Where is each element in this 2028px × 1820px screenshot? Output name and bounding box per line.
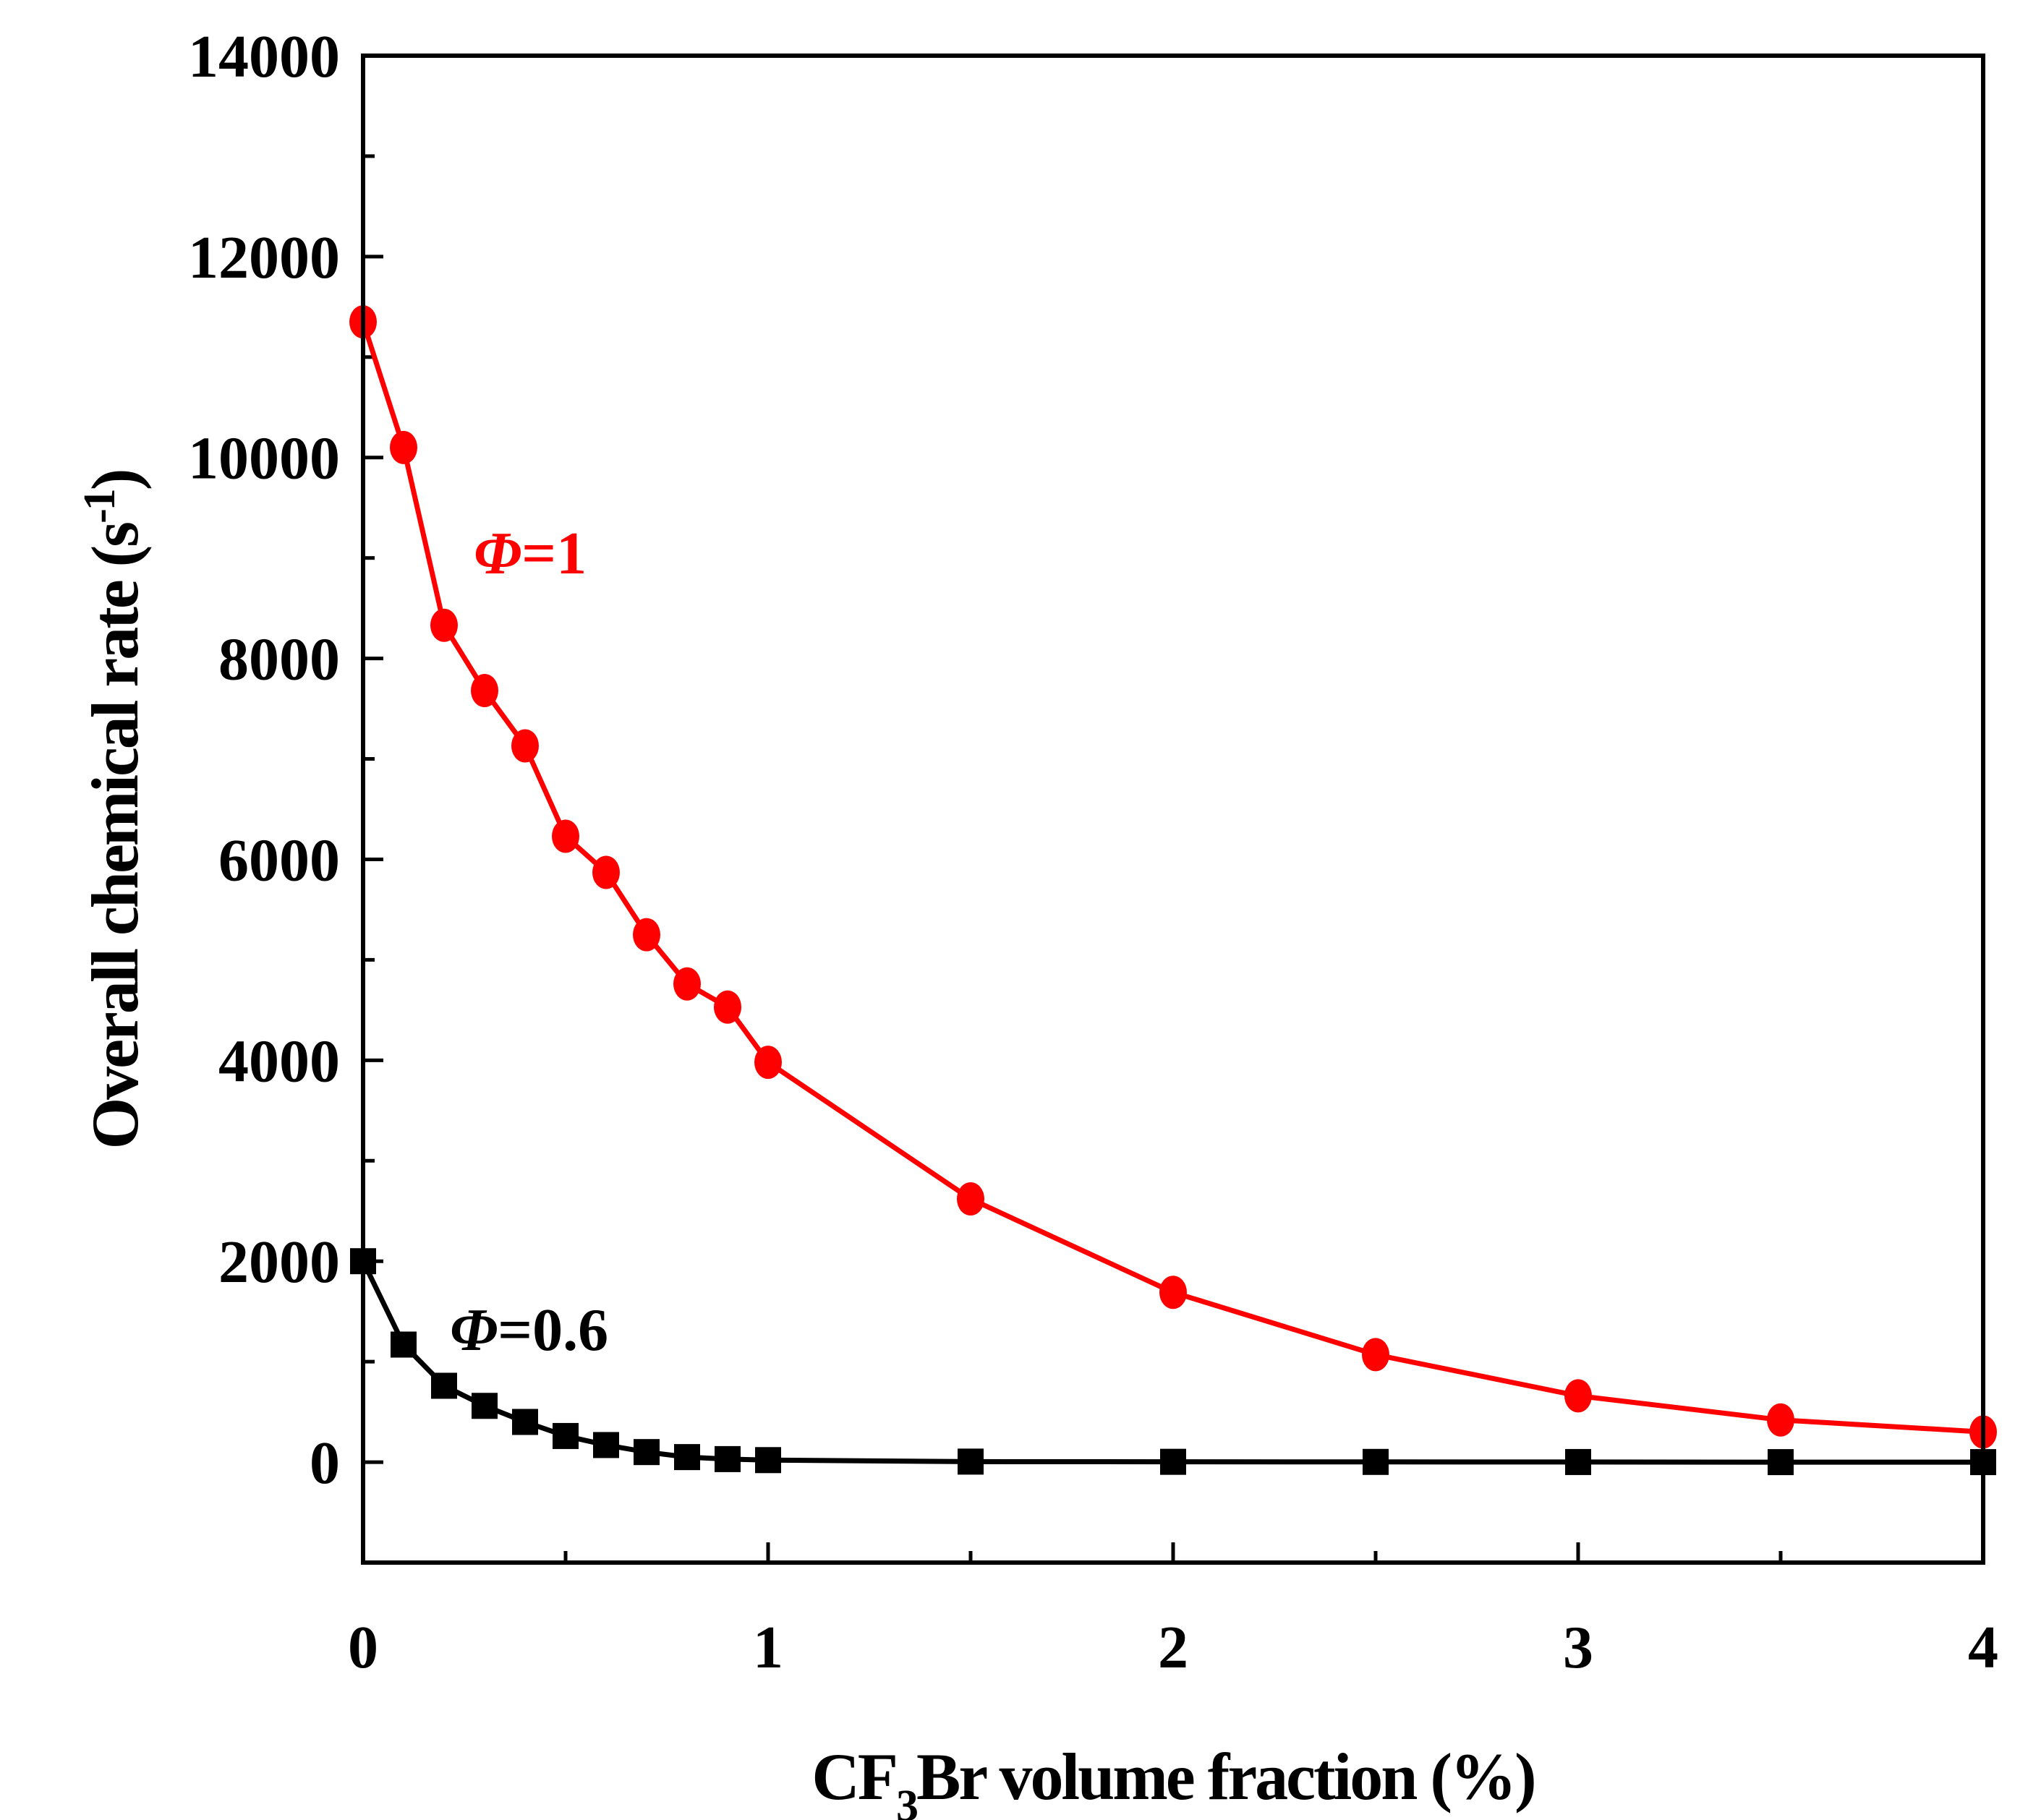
y-tick-label: 4000 <box>218 1028 340 1095</box>
x-tick-label: 2 <box>1158 1614 1188 1681</box>
series-phi-1 <box>349 305 1997 1449</box>
data-point <box>1564 1379 1592 1413</box>
x-tick-label: 1 <box>753 1614 783 1681</box>
annotation-phi-1: Φ=1 <box>474 520 587 587</box>
y-tick-label: 0 <box>310 1430 340 1497</box>
y-tick-label: 14000 <box>188 23 340 90</box>
x-axis-title: CF3Br volume fraction (%) <box>811 1740 1534 1820</box>
data-point <box>512 1409 538 1435</box>
y-tick-label: 10000 <box>188 425 340 492</box>
series-layer <box>349 305 1997 1476</box>
annotation-phi-1-text: =1 <box>521 520 587 587</box>
y-axis-title-close: ) <box>78 471 152 491</box>
data-point <box>1768 1449 1794 1476</box>
data-point <box>1362 1338 1389 1372</box>
data-point <box>1565 1448 1591 1475</box>
x-tick-label: 3 <box>1563 1614 1593 1681</box>
data-point <box>633 918 660 952</box>
y-tick-label: 12000 <box>188 224 340 291</box>
data-point <box>674 1444 700 1471</box>
y-tick-label: 2000 <box>218 1229 340 1296</box>
data-point <box>958 1448 984 1475</box>
annotation-phi-1-symbol: Φ <box>474 520 521 587</box>
annotation-phi-0-6-symbol: Φ <box>450 1296 498 1364</box>
x-axis-title-suffix: Br volume fraction (%) <box>916 1740 1535 1813</box>
data-point <box>593 1432 619 1458</box>
data-point <box>471 674 498 708</box>
data-point <box>715 1445 741 1472</box>
data-point <box>472 1393 498 1419</box>
data-point <box>755 1447 781 1474</box>
x-axis-title-prefix: CF <box>811 1740 896 1813</box>
annotation-phi-0-6-text: =0.6 <box>498 1296 608 1364</box>
data-point <box>592 855 620 889</box>
data-point <box>634 1439 660 1466</box>
data-point <box>673 967 701 1001</box>
annotation-phi-0-6: Φ=0.6 <box>450 1296 608 1364</box>
data-point <box>1160 1448 1186 1475</box>
plot-frame <box>361 54 1985 1565</box>
y-tick-label: 6000 <box>218 826 340 894</box>
data-point <box>714 990 741 1024</box>
data-point <box>390 430 417 464</box>
data-point <box>511 729 539 763</box>
data-point <box>1767 1403 1794 1437</box>
data-point <box>430 608 458 642</box>
y-axis-title-main: Overall chemical rate (s <box>78 523 152 1150</box>
data-point <box>431 1372 457 1399</box>
x-tick-label: 0 <box>348 1614 378 1681</box>
data-point <box>754 1046 782 1080</box>
data-point <box>957 1182 984 1216</box>
data-point <box>391 1331 417 1358</box>
tick-labels: 0 1 2 3 4 0 2000 4000 6000 8000 10000 12000 14000 <box>188 23 1998 1681</box>
data-point <box>1159 1276 1187 1310</box>
y-axis-title-superscript: -1 <box>75 490 124 524</box>
y-tick-label: 8000 <box>218 626 340 693</box>
data-point <box>553 1422 579 1449</box>
x-tick-label: 4 <box>1968 1614 1998 1681</box>
data-point <box>1363 1448 1389 1475</box>
data-point <box>552 819 579 853</box>
x-axis-title-subscript: 3 <box>896 1782 917 1820</box>
series-phi-0-6 <box>350 1248 1996 1476</box>
y-axis-title: Overall chemical rate (s-1) <box>75 471 152 1150</box>
